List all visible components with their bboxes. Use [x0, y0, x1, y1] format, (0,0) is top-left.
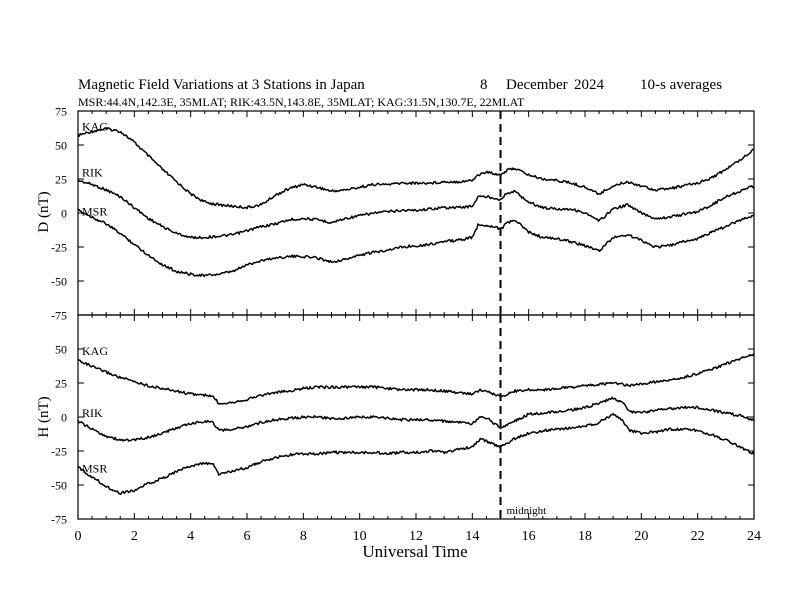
d-y-tick-label: 25	[55, 173, 67, 187]
h-y-tick-label: 50	[55, 343, 67, 357]
series-label-h-kag: KAG	[82, 344, 108, 358]
d-component-panel: 75 50 25 0 -25 -50 -75 KAG RIK MSR	[51, 105, 755, 323]
d-y-tick-label: -25	[51, 241, 67, 255]
x-axis-label: Universal Time	[362, 542, 467, 561]
series-line-h-rik	[77, 396, 755, 442]
series-label-d-kag: KAG	[82, 119, 108, 133]
title-day: 8	[480, 77, 488, 93]
series-label-h-msr: MSR	[82, 461, 107, 475]
h-y-tick-label: 0	[61, 411, 67, 425]
series-label-d-rik: RIK	[82, 165, 103, 179]
d-panel-frame	[77, 110, 755, 316]
d-y-tick-label: 0	[61, 207, 67, 221]
x-tick-label: 6	[244, 529, 251, 544]
title-year: 2024	[574, 77, 605, 93]
x-tick-label: 20	[634, 529, 648, 544]
series-line-h-kag	[77, 352, 755, 405]
x-tick-label: 2	[131, 529, 138, 544]
x-tick-label: 4	[187, 529, 194, 544]
d-y-tick-label: -75	[51, 309, 67, 323]
h-axis-label: H (nT)	[36, 396, 52, 437]
title-averaging: 10-s averages	[640, 77, 722, 93]
x-tick-label: 0	[75, 529, 82, 544]
d-y-tick-label: 50	[55, 139, 67, 153]
station-coordinates: MSR:44.4N,142.3E, 35MLAT; RIK:43.5N,143.…	[78, 95, 525, 109]
h-y-tick-label: -25	[51, 445, 67, 459]
chart-title: Magnetic Field Variations at 3 Stations …	[78, 77, 365, 93]
series-line-d-msr	[77, 208, 755, 278]
x-tick-label: 18	[578, 529, 592, 544]
x-tick-label: 8	[300, 529, 307, 544]
x-tick-label: 10	[353, 529, 367, 544]
x-tick-label: 24	[747, 529, 761, 544]
series-line-h-msr	[77, 412, 755, 495]
x-tick-label: 12	[409, 529, 423, 544]
h-component-panel: 0 2 4 6 8 10 12 14 16 18 20 22 2450250-25-50-75midni…	[51, 314, 761, 544]
d-y-tick-label: -50	[51, 275, 67, 289]
series-label-d-msr: MSR	[82, 204, 107, 218]
series-label-h-rik: RIK	[82, 406, 103, 420]
h-y-tick-label: 25	[55, 377, 67, 391]
series-line-d-kag	[77, 127, 755, 210]
d-y-tick-label: 75	[55, 105, 67, 119]
series-line-d-rik	[77, 179, 755, 240]
title-month: December	[506, 77, 568, 93]
x-tick-label: 22	[691, 529, 705, 544]
midnight-label: midnight	[507, 505, 547, 517]
x-tick-label: 16	[522, 529, 536, 544]
h-panel-frame	[77, 314, 755, 520]
h-y-tick-label: -75	[51, 513, 67, 527]
h-y-tick-label: -50	[51, 479, 67, 493]
d-axis-label: D (nT)	[36, 191, 52, 232]
x-tick-label: 14	[465, 529, 479, 544]
